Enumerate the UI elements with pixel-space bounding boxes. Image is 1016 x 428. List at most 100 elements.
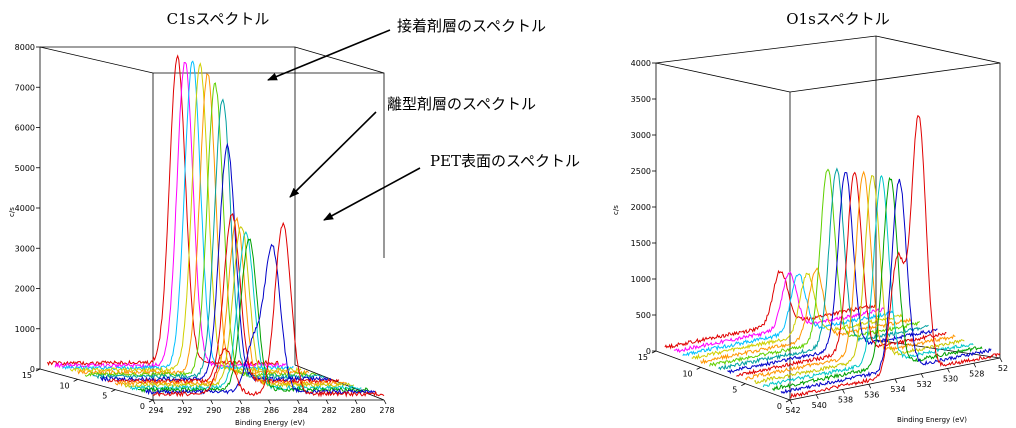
o1s-x-tick-label: 542 <box>785 406 800 415</box>
c1s-series-line-depth-13 <box>54 61 287 369</box>
o1s-depth-axis: 15 10 5 0 <box>638 350 791 411</box>
o1s-series-group <box>664 114 1001 399</box>
c1s-series-line-depth-12 <box>62 60 294 372</box>
o1s-y-axis: 0 500 1000 1500 2000 2500 3000 3500 4000 <box>631 59 656 356</box>
o1s-y-tick-label: 3500 <box>631 95 651 104</box>
o1s-series-line-depth-7 <box>727 171 938 375</box>
o1s-x-tick-label: 540 <box>812 401 827 410</box>
o1s-depth-tick-mark <box>696 366 701 370</box>
c1s-x-tick-mark <box>152 399 156 405</box>
c1s-depth-tick-mark <box>35 368 41 372</box>
o1s-depth-tick-label: 10 <box>682 369 692 378</box>
c1s-x-tick-label: 288 <box>235 406 250 415</box>
c1s-y-tick-label: 3000 <box>15 244 35 253</box>
c1s-series-line-depth-11 <box>69 62 302 374</box>
o1s-depth-tick-label: 15 <box>638 353 648 362</box>
c1s-y-axis: 0 1000 2000 3000 4000 5000 6000 7000 8000 <box>15 43 40 374</box>
c1s-y-tick-label: 2000 <box>15 285 35 294</box>
c1s-x-tick-label: 294 <box>148 406 163 415</box>
annotation-adhesive-layer: 接着剤層のスペクトル <box>397 17 546 35</box>
c1s-y-tick-label: 0 <box>30 365 35 374</box>
c1s-y-axis-label: c/s <box>8 207 16 217</box>
arrow-adhesive-layer <box>267 29 391 81</box>
c1s-series-line-depth-14 <box>47 54 279 366</box>
c1s-series-line-depth-7 <box>99 142 332 383</box>
o1s-series-line-depth-12 <box>682 273 894 357</box>
o1s-series-line-depth-3 <box>762 174 974 388</box>
o1s-series-line-depth-4 <box>754 175 965 385</box>
o1s-y-tick-label: 2000 <box>631 203 651 212</box>
c1s-series-line-depth-2 <box>137 238 369 394</box>
o1s-y-tick-label: 2500 <box>631 167 651 176</box>
o1s-series-line-depth-5 <box>744 170 956 381</box>
c1s-depth-tick-mark <box>148 399 154 403</box>
o1s-x-tick-label: 538 <box>838 396 853 405</box>
o1s-series-line-depth-14 <box>664 269 876 350</box>
c1s-x-tick-label: 284 <box>293 406 308 415</box>
o1s-series-line-depth-13 <box>673 271 885 353</box>
o1s-plot-box <box>655 35 1001 401</box>
c1s-depth-tick-mark <box>111 389 116 393</box>
o1s-depth-tick-label: 5 <box>732 386 737 395</box>
c1s-x-tick-mark <box>268 399 271 405</box>
c1s-depth-tick-label: 10 <box>59 381 69 390</box>
annotation-pet-surface: PET表面のスペクトル <box>430 152 580 170</box>
c1s-x-tick-mark <box>181 399 185 405</box>
c1s-x-tick-label: 292 <box>177 406 192 415</box>
c1s-x-tick-label: 286 <box>264 406 279 415</box>
c1s-series-line-depth-5 <box>114 216 347 387</box>
o1s-chart-title: O1sスペクトル <box>786 10 890 28</box>
c1s-depth-tick-label: 0 <box>140 402 145 411</box>
c1s-series-line-depth-8 <box>92 98 325 380</box>
o1s-y-tick-label: 500 <box>636 311 651 320</box>
o1s-y-axis-label: c/s <box>612 205 620 215</box>
o1s-series-line-depth-9 <box>709 168 920 367</box>
o1s-x-axis: 542 540 538 536 534 532 530 528 52 <box>785 357 1008 415</box>
o1s-x-tick-mark <box>868 384 872 389</box>
o1s-y-tick-label: 4000 <box>631 59 651 68</box>
o1s-series-line-depth-6 <box>736 171 947 377</box>
c1s-x-axis: 294 292 290 288 286 284 282 280 278 <box>148 399 395 415</box>
c1s-y-tick-label: 1000 <box>15 325 35 334</box>
c1s-x-tick-label: 278 <box>379 406 394 415</box>
c1s-y-tick-label: 6000 <box>15 124 35 133</box>
c1s-x-tick-mark <box>383 399 387 405</box>
o1s-x-tick-mark <box>789 399 793 405</box>
o1s-x-tick-mark <box>920 373 924 378</box>
c1s-chart-title: C1sスペクトル <box>167 10 270 28</box>
o1s-x-tick-label: 530 <box>943 375 958 384</box>
c1s-depth-tick-label: 5 <box>102 392 107 401</box>
o1s-x-tick-label: 528 <box>969 369 984 378</box>
o1s-series-line-depth-10 <box>700 267 912 365</box>
o1s-series-line-depth-0 <box>790 114 1001 399</box>
o1s-series-line-depth-2 <box>771 176 983 392</box>
arrow-release-layer <box>289 111 377 198</box>
c1s-y-tick-label: 4000 <box>15 204 35 213</box>
o1s-spectrum-chart: O1sスペクトル 0 500 1000 1500 2000 2500 3000 3500 400… <box>612 10 1008 424</box>
c1s-y-tick-label: 5000 <box>15 164 35 173</box>
c1s-series-line-depth-10 <box>77 73 310 376</box>
c1s-spectrum-chart: C1sスペクトル 0 1000 2000 3000 4000 5000 6000 7000 80… <box>8 10 580 427</box>
c1s-y-tick-label: 7000 <box>15 83 35 92</box>
o1s-series-line-depth-8 <box>718 167 929 371</box>
arrow-pet-surface <box>323 167 421 221</box>
o1s-y-tick-label: 1000 <box>631 275 651 284</box>
o1s-x-tick-mark <box>999 357 1003 363</box>
o1s-x-tick-mark <box>947 368 950 373</box>
c1s-x-tick-mark <box>210 399 214 405</box>
c1s-series-line-depth-0 <box>152 221 385 398</box>
c1s-depth-tick-mark <box>73 378 78 382</box>
o1s-x-tick-mark <box>815 394 819 399</box>
c1s-x-tick-mark <box>325 399 329 405</box>
annotation-release-layer: 離型剤層のスペクトル <box>387 95 536 113</box>
o1s-x-tick-label: 52 <box>998 364 1008 373</box>
c1s-series-line-depth-6 <box>107 212 340 385</box>
o1s-depth-tick-mark <box>785 399 791 403</box>
c1s-depth-tick-label: 15 <box>22 371 32 380</box>
c1s-y-tick-label: 8000 <box>15 43 35 52</box>
c1s-x-tick-mark <box>239 399 242 405</box>
c1s-x-tick-mark <box>354 399 358 405</box>
o1s-depth-tick-mark <box>651 350 657 354</box>
o1s-x-tick-label: 534 <box>890 385 905 394</box>
